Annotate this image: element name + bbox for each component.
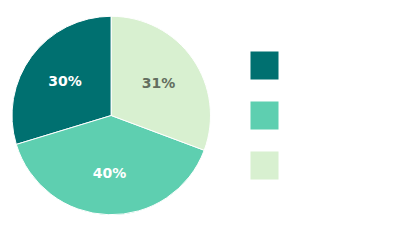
chart: 30% 40% 31% [0,0,397,231]
legend [251,52,279,180]
data-label: 31% [142,75,176,91]
slice [111,16,210,150]
data-label: 40% [93,165,127,181]
legend-swatch [251,152,279,180]
legend-swatch [251,52,279,80]
data-labels: 30% 40% 31% [48,73,175,181]
data-label: 30% [48,73,82,89]
pie [12,16,211,214]
legend-swatch [251,102,279,130]
